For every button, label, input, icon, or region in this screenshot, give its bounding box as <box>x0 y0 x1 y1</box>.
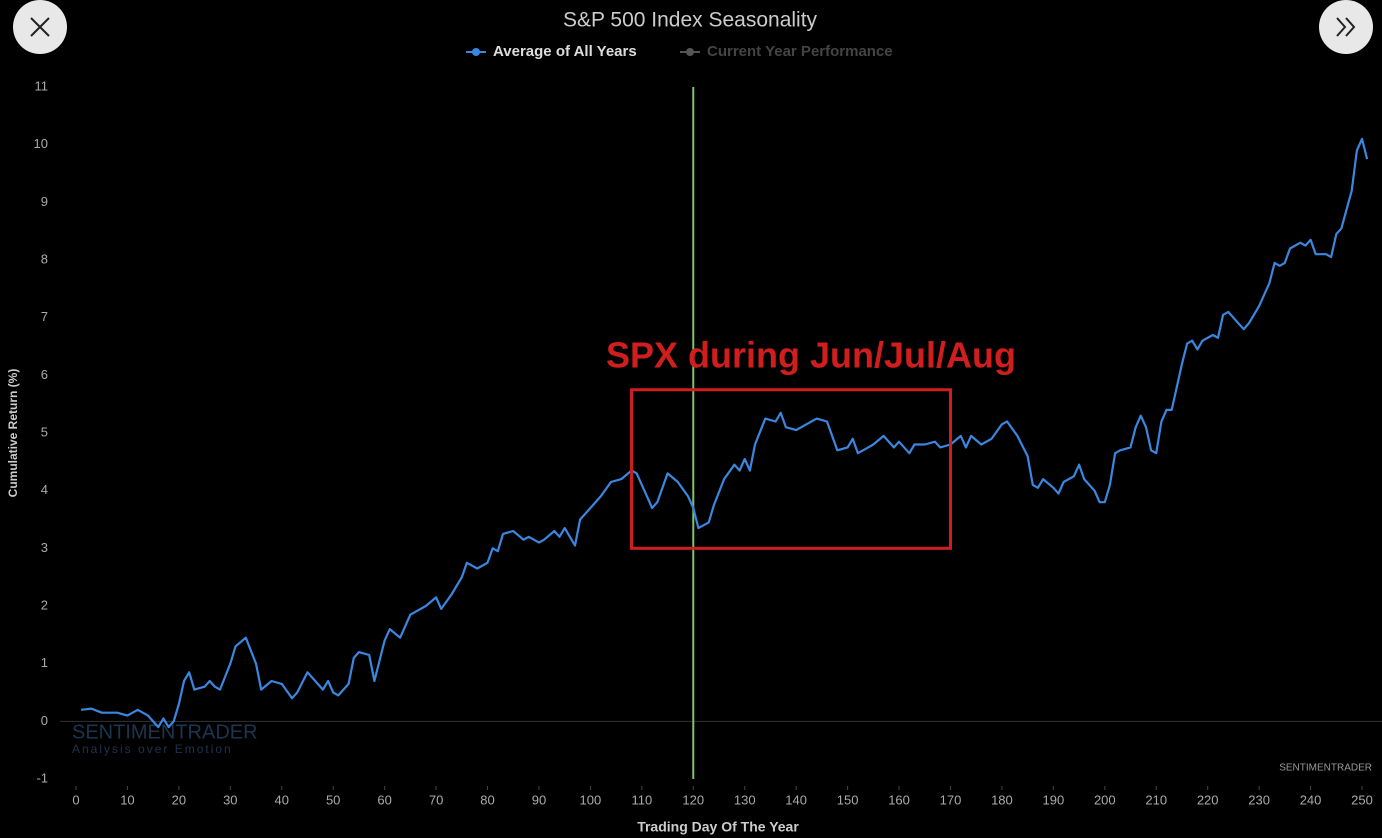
highlight-box <box>630 388 952 550</box>
x-tick-label: 190 <box>1043 792 1065 807</box>
y-tick-label: 10 <box>34 136 48 151</box>
y-tick-label: 7 <box>41 309 48 324</box>
y-tick-label: -1 <box>36 770 48 785</box>
series-line <box>80 137 1369 729</box>
next-button[interactable] <box>1319 0 1373 54</box>
x-tick-label: 50 <box>326 792 340 807</box>
x-tick-label: 220 <box>1197 792 1219 807</box>
y-tick-label: 1 <box>41 655 48 670</box>
legend-label: Average of All Years <box>493 43 637 60</box>
next-icon[interactable] <box>1336 17 1356 37</box>
x-tick-label: 160 <box>888 792 910 807</box>
close-icon[interactable] <box>30 17 50 37</box>
x-tick-label: 70 <box>429 792 443 807</box>
x-tick-label: 110 <box>631 792 652 807</box>
chart-title: S&P 500 Index Seasonality <box>563 9 818 32</box>
x-tick-label: 210 <box>1145 792 1167 807</box>
x-tick-label: 120 <box>682 792 704 807</box>
x-tick-label: 100 <box>580 792 602 807</box>
x-tick-label: 230 <box>1248 792 1270 807</box>
legend-marker <box>472 48 480 56</box>
y-tick-label: 2 <box>41 597 48 612</box>
legend-marker <box>686 48 694 56</box>
y-tick-label: 8 <box>41 251 48 266</box>
annotation: SPX during Jun/Jul/Aug <box>606 334 1016 375</box>
y-tick-label: 6 <box>41 367 48 382</box>
legend-label: Current Year Performance <box>707 43 893 60</box>
x-tick-label: 130 <box>734 792 756 807</box>
x-tick-label: 200 <box>1094 792 1116 807</box>
close-button[interactable] <box>13 0 67 54</box>
x-tick-label: 80 <box>480 792 494 807</box>
y-tick-label: 0 <box>41 713 48 728</box>
x-tick-label: 10 <box>120 792 134 807</box>
x-tick-label: 240 <box>1300 792 1322 807</box>
y-tick-label: 9 <box>41 194 48 209</box>
x-tick-label: 250 <box>1351 792 1373 807</box>
y-tick-label: 3 <box>41 540 48 555</box>
x-tick-label: 20 <box>172 792 186 807</box>
y-tick-label: 11 <box>35 78 49 93</box>
watermark-sub: Analysis over Emotion <box>72 742 233 756</box>
x-tick-label: 180 <box>991 792 1013 807</box>
x-tick-label: 170 <box>940 792 962 807</box>
x-tick-label: 0 <box>72 792 79 807</box>
x-tick-label: 30 <box>223 792 237 807</box>
y-axis-label: Cumulative Return (%) <box>6 369 20 498</box>
x-tick-label: 150 <box>837 792 859 807</box>
x-axis-label: Trading Day Of The Year <box>637 819 799 835</box>
x-tick-label: 60 <box>377 792 391 807</box>
x-tick-label: 140 <box>785 792 807 807</box>
x-tick-label: 40 <box>275 792 289 807</box>
y-tick-label: 5 <box>41 424 48 439</box>
watermark: SENTIMENTRADER <box>72 721 258 743</box>
credit: SENTIMENTRADER <box>1279 763 1372 774</box>
y-tick-label: 4 <box>41 482 48 497</box>
x-tick-label: 90 <box>532 792 546 807</box>
